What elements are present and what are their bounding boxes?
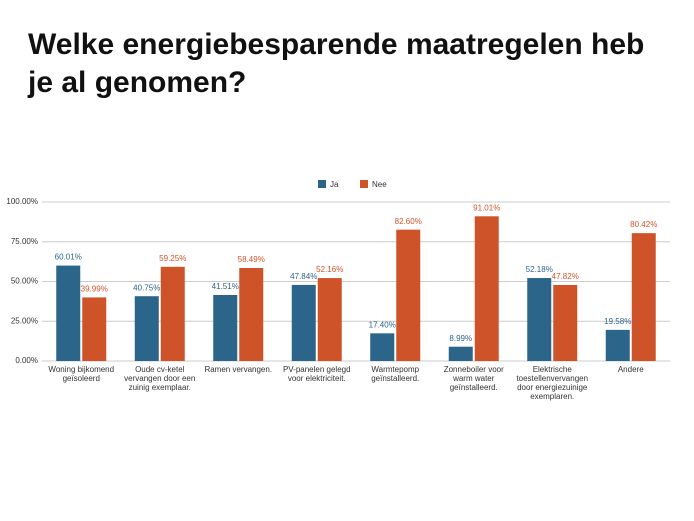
value-label: 39.99% [81,285,108,294]
value-label: 19.58% [604,317,631,326]
value-label: 58.49% [238,255,265,264]
x-tick-label: Elektrische toestellenvervangen door energ… [516,365,588,401]
x-tick-label: Woning bijkomend geïsoleerd [48,365,114,383]
bar [474,216,499,361]
value-label: 17.40% [369,320,396,329]
x-tick-label: Oude cv-ketel vervangen door een zuinig ex… [124,365,195,392]
bar [370,333,395,361]
bar [605,329,630,361]
legend-label: Nee [372,180,387,189]
chart-title: Welke energiebesparende maatregelen heb … [28,28,645,99]
y-tick-label: 75.00% [11,237,38,246]
bar [160,266,185,361]
value-label: 60.01% [55,253,82,262]
value-label: 91.01% [473,203,500,212]
bar [527,278,552,361]
x-tick-label: Ramen vervangen. [204,365,272,374]
value-label: 41.51% [212,282,239,291]
y-tick-label: 0.00% [15,356,38,365]
x-tick-label: Andere [618,365,644,374]
bar [448,346,473,361]
value-label: 52.16% [316,265,343,274]
x-tick-label: PV-panelen gelegd voor elektriciteit. [283,365,351,383]
bar [317,278,342,361]
bar [134,296,159,361]
value-label: 40.75% [133,283,160,292]
bar [396,229,421,361]
value-label: 47.82% [552,272,579,281]
y-tick-label: 50.00% [11,277,38,286]
value-label: 82.60% [395,217,422,226]
value-label: 8.99% [449,334,472,343]
bar [291,284,316,361]
legend-swatch [360,180,368,188]
x-tick-label: Zonneboiler voor warm water geïnstalleerd. [444,365,504,392]
value-label: 47.84% [290,272,317,281]
value-label: 80.42% [630,220,657,229]
bar [631,233,656,361]
value-label: 59.25% [159,254,186,263]
bar [239,268,264,361]
bar [82,297,107,361]
legend-swatch [318,180,326,188]
bar [56,265,81,361]
y-tick-label: 100.00% [6,197,38,206]
bar [553,284,578,361]
value-label: 52.18% [526,265,553,274]
y-tick-label: 25.00% [11,316,38,325]
bar [213,294,238,361]
legend-label: Ja [330,180,339,189]
x-tick-label: Warmtepomp geïnstalleerd. [371,365,419,383]
